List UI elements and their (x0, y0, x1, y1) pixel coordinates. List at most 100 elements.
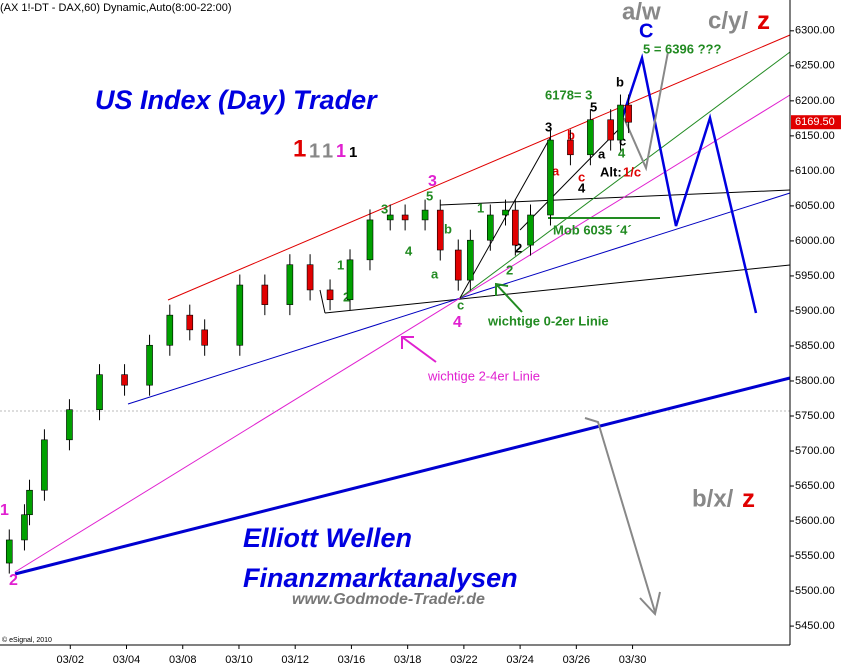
wave-label: c (619, 133, 626, 148)
y-tick-label: 5800.00 (795, 375, 835, 387)
green-arrowhead (495, 282, 509, 296)
x-tick-label: 03/26 (563, 654, 591, 666)
annotation: wichtige 2-4er Linie (427, 368, 540, 383)
x-tick-label: 03/12 (281, 654, 309, 666)
candle-body (5, 539, 13, 564)
wave-label: b (444, 221, 452, 236)
x-tick-label: 03/02 (57, 654, 85, 666)
x-tick-label: 03/10 (225, 654, 253, 666)
candle-body (487, 214, 494, 241)
y-tick-label: 5750.00 (795, 410, 835, 422)
wave-label: 4 (453, 314, 462, 331)
black-line (439, 189, 791, 206)
x-tick-label: 03/16 (338, 654, 366, 666)
annotation: C (639, 20, 653, 42)
annotation: Finanzmarktanalysen (243, 563, 518, 593)
wave-label: 4 (618, 145, 626, 160)
annotation: Elliott Wellen (243, 523, 412, 553)
annotation: wichtige 0-2er Linie (487, 313, 609, 328)
candle-body (201, 329, 208, 346)
candle-body (121, 374, 128, 386)
candle-body (512, 209, 519, 246)
annotation: z (757, 5, 770, 35)
annotation: c/y/ (708, 7, 748, 34)
y-tick-label: 6300.00 (795, 25, 835, 37)
wave-label: 1 (477, 200, 484, 215)
annotation: www.Godmode-Trader.de (292, 591, 485, 608)
annotation: 6178= 3 (545, 87, 592, 102)
annotation: 1/c (623, 164, 641, 179)
candle-body (261, 284, 269, 305)
black-line (519, 127, 621, 231)
wave-label: 3 (381, 201, 388, 216)
candle-body (306, 264, 314, 291)
blue-projection (618, 53, 758, 314)
candle-body (421, 209, 429, 221)
degree-label: 1 (309, 140, 320, 162)
x-tick-label: 03/04 (113, 654, 141, 666)
y-tick-label: 5900.00 (795, 305, 835, 317)
wave-label: 1 (0, 502, 9, 519)
candle-body (186, 314, 194, 331)
y-tick-label: 6250.00 (795, 60, 835, 72)
y-tick-label: 5650.00 (795, 480, 835, 492)
wave-label: 5 (426, 188, 433, 203)
last-price-box (791, 115, 841, 130)
wave-label: 3 (545, 119, 552, 134)
candle-body (587, 119, 594, 156)
wave-label: a (598, 146, 606, 161)
candle-body (66, 409, 73, 441)
candle-body (366, 219, 374, 261)
wave-label: 1 (337, 257, 344, 272)
y-tick-label: 5950.00 (795, 270, 835, 282)
wave-label: c (457, 297, 464, 312)
degree-label: 1 (336, 141, 346, 161)
candle-body (567, 139, 574, 156)
annotation: 5 = 6396 ??? (643, 41, 721, 56)
candle-body (527, 214, 534, 246)
y-tick-label: 6000.00 (795, 235, 835, 247)
blue-thick-line (14, 376, 791, 576)
footer: © eSignal, 2010 (2, 636, 52, 644)
wave-label: c (578, 169, 585, 184)
wave-label: 4 (405, 243, 413, 258)
y-tick-label: 6100.00 (795, 165, 835, 177)
annotation: a/w (622, 0, 661, 25)
gray-projection (623, 51, 669, 172)
annotation: Mob 6035 ´4´ (553, 222, 632, 237)
y-tick-label: 6150.00 (795, 130, 835, 142)
x-tick-label: 03/08 (169, 654, 197, 666)
wave-label: 3 (428, 173, 437, 190)
candle-body (607, 119, 614, 141)
wave-label: a (552, 163, 560, 178)
magenta-line (14, 94, 791, 573)
candle-body (401, 214, 409, 221)
black-line (324, 264, 791, 314)
wave-label: 4 (578, 180, 586, 195)
candle-body (146, 344, 153, 386)
candle-body (454, 249, 462, 281)
annotation: US Index (Day) Trader (95, 85, 378, 115)
y-tick-label: 5600.00 (795, 515, 835, 527)
chart-title: (AX 1!-DT - DAX,60) Dynamic,Auto(8:00-22… (0, 2, 232, 14)
candle-body (41, 439, 48, 491)
magenta-arrow (401, 336, 437, 363)
x-tick-label: 03/30 (619, 654, 647, 666)
candle-body (21, 514, 28, 541)
wave-label: 2 (515, 240, 522, 255)
y-tick-label: 6200.00 (795, 95, 835, 107)
candle-body (502, 209, 509, 216)
magenta-arrowhead (401, 336, 414, 349)
gray-arrow (584, 417, 656, 613)
candle-body (236, 284, 244, 346)
y-tick-label: 5550.00 (795, 550, 835, 562)
wave-label: b (567, 127, 575, 142)
last-price-label: 6169.50 (795, 116, 835, 128)
y-tick-label: 5850.00 (795, 340, 835, 352)
green-arrow (495, 283, 523, 313)
y-tick-label: 5450.00 (795, 620, 835, 632)
candle-body (326, 289, 334, 301)
wave-label: b (616, 74, 624, 89)
